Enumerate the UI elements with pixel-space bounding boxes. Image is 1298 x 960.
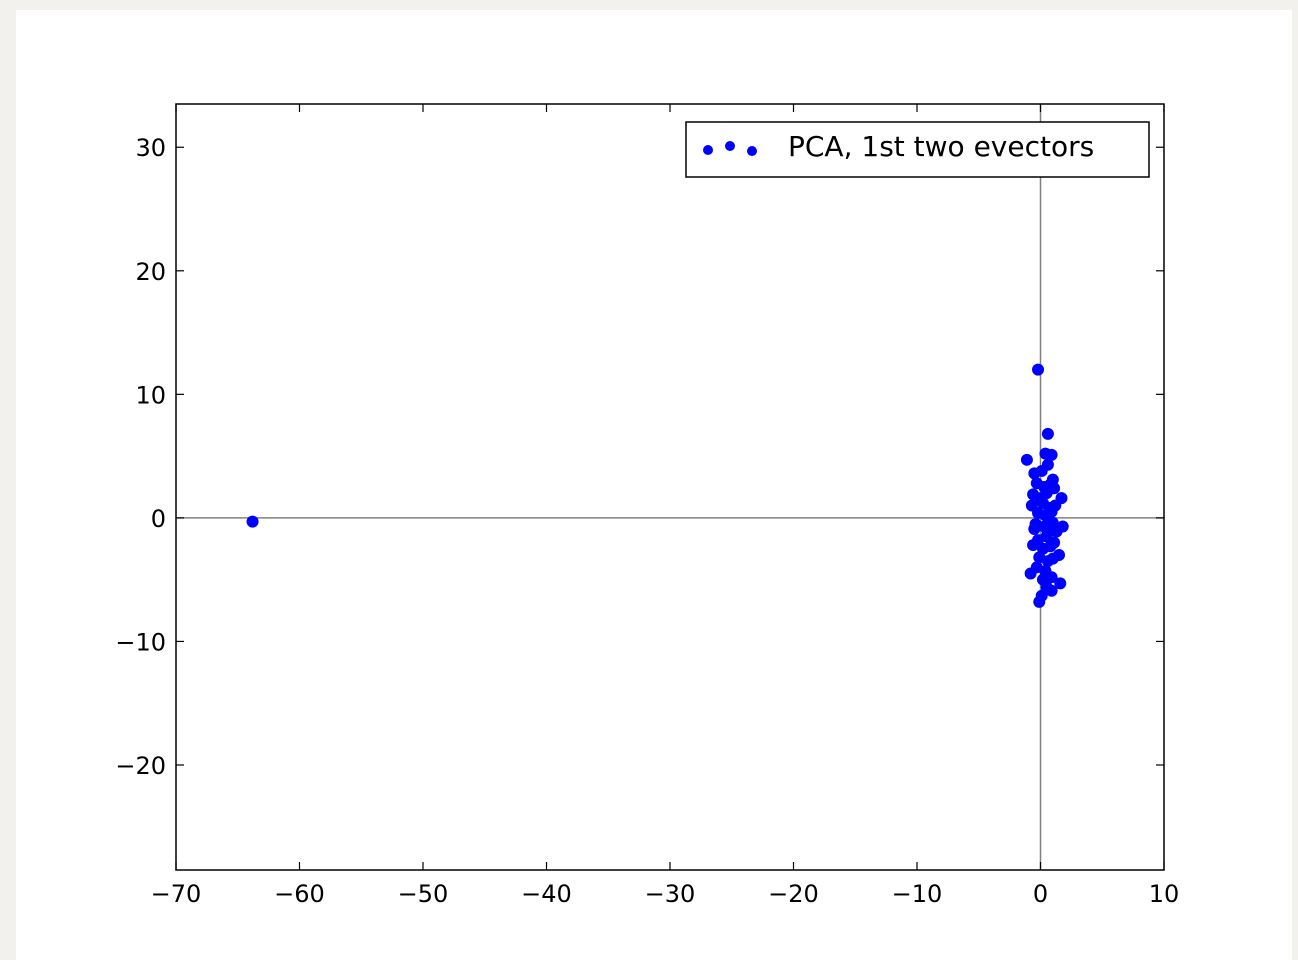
y-tick-label: 30 xyxy=(135,134,166,162)
y-axis-tick-labels: −20 −10 0 10 20 30 xyxy=(115,134,166,780)
y-tick-label: −10 xyxy=(115,628,166,656)
data-point xyxy=(1046,552,1059,565)
x-tick-label: −40 xyxy=(521,880,572,908)
x-tick-label: −20 xyxy=(768,880,819,908)
x-tick-label: −60 xyxy=(274,880,325,908)
legend-box xyxy=(685,121,1150,178)
axis-ticks xyxy=(175,104,1165,870)
x-axis-tick-labels: −70 −60 −50 −40 −30 −20 −10 0 10 xyxy=(151,880,1180,908)
x-tick-label: 0 xyxy=(1033,880,1048,908)
data-point xyxy=(1020,453,1033,466)
x-tick-label: −30 xyxy=(645,880,696,908)
scatter-plot: −70 −60 −50 −40 −30 −20 −10 0 10 −20 −10 0 10 20 30 P… xyxy=(115,103,1180,908)
legend-marker xyxy=(703,145,713,155)
chart-figure: −70 −60 −50 −40 −30 −20 −10 0 10 −20 −10 0 10 20 30 P… xyxy=(16,10,1292,960)
legend-marker xyxy=(747,146,757,156)
y-tick-label: −20 xyxy=(115,752,166,780)
data-point xyxy=(1024,567,1037,580)
data-point xyxy=(1040,487,1053,500)
data-point xyxy=(1027,539,1040,552)
plot-frame xyxy=(175,103,1165,871)
data-point xyxy=(1045,448,1058,461)
data-point xyxy=(1045,505,1058,518)
y-tick-label: 0 xyxy=(151,505,166,533)
x-tick-label: −70 xyxy=(151,880,202,908)
data-point xyxy=(1054,577,1067,590)
data-point xyxy=(1045,584,1058,597)
data-point xyxy=(1028,523,1041,536)
x-tick-label: −10 xyxy=(892,880,943,908)
data-points xyxy=(246,363,1069,608)
zero-lines xyxy=(176,104,1164,870)
legend: PCA, 1st two evectors xyxy=(685,121,1150,178)
data-point xyxy=(1044,540,1057,553)
x-tick-label: 10 xyxy=(1149,880,1180,908)
legend-label: PCA, 1st two evectors xyxy=(788,130,1094,163)
data-point xyxy=(1041,427,1054,440)
y-tick-label: 20 xyxy=(135,258,166,286)
data-point xyxy=(1033,595,1046,608)
data-point xyxy=(246,515,259,528)
y-tick-label: 10 xyxy=(135,381,166,409)
x-tick-label: −50 xyxy=(398,880,449,908)
data-point xyxy=(1032,363,1045,376)
data-point xyxy=(1050,525,1063,538)
data-point xyxy=(1041,458,1054,471)
legend-marker xyxy=(725,141,735,151)
